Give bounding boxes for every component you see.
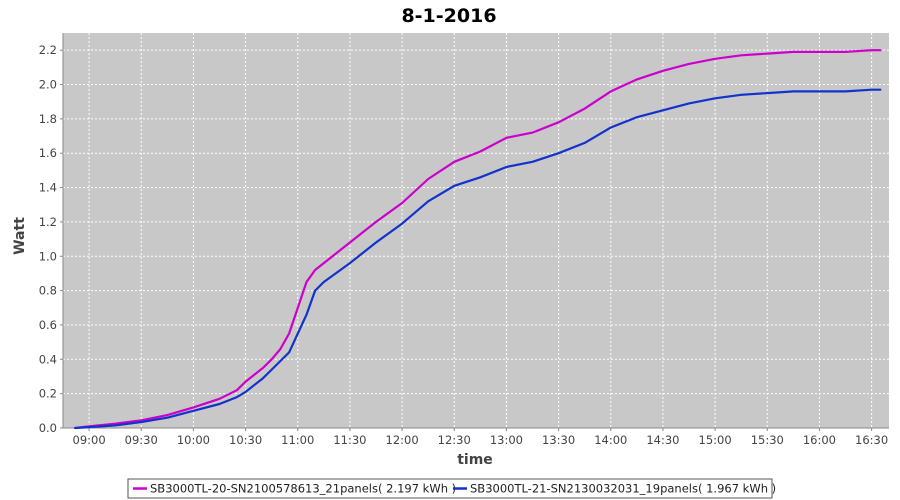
y-tick-label: 1.0 [39,249,57,263]
grid-lines [63,33,889,429]
legend: SB3000TL-20-SN2100578613_21panels( 2.197… [127,478,776,499]
x-tick-label: 14:00 [594,433,627,447]
x-tick-label: 15:00 [699,433,732,447]
y-tick-label: 0.4 [39,352,57,366]
x-tick-label: 15:30 [751,433,784,447]
y-tick-label: 1.8 [39,112,57,126]
x-tick-label: 10:00 [177,433,210,447]
x-tick-label: 12:00 [386,433,419,447]
plot-area [63,33,889,428]
series-line-1 [74,49,882,430]
y-tick-label: 0.2 [39,387,57,401]
x-tick-label: 11:30 [333,433,366,447]
legend-label-series-2: SB3000TL-21-SN2130032031_19panels( 1.967… [470,482,776,496]
x-tick-label: 16:30 [855,433,888,447]
y-tick-label: 0.8 [39,284,57,298]
y-tick-label: 1.2 [39,215,57,229]
legend-label-series-1: SB3000TL-20-SN2100578613_21panels( 2.197… [150,482,456,496]
x-tick-label: 13:00 [490,433,523,447]
x-tick-label: 16:00 [803,433,836,447]
tick-labels: 09:00 09:30 10:00 10:30 11:00 11:30 12:00 12:30… [39,43,888,447]
series-line-2 [74,88,882,430]
x-tick-label: 14:30 [646,433,679,447]
x-tick-label: 10:30 [229,433,262,447]
x-tick-label: 11:00 [281,433,314,447]
x-tick-label: 09:00 [73,433,106,447]
legend-box [127,478,773,499]
y-tick-label: 0.0 [39,421,57,435]
x-axis-label: time [457,452,493,468]
y-tick-label: 2.2 [39,43,57,57]
chart-title: 8-1-2016 [401,5,496,27]
x-tick-label: 13:30 [542,433,575,447]
y-tick-label: 2.0 [39,78,57,92]
series-lines [74,49,882,430]
y-tick-label: 1.4 [39,181,57,195]
y-tick-label: 1.6 [39,146,57,160]
axes [60,33,889,431]
x-tick-label: 12:30 [438,433,471,447]
x-tick-label: 09:30 [125,433,158,447]
y-tick-label: 0.6 [39,318,57,332]
y-axis-label: Watt [12,217,28,255]
